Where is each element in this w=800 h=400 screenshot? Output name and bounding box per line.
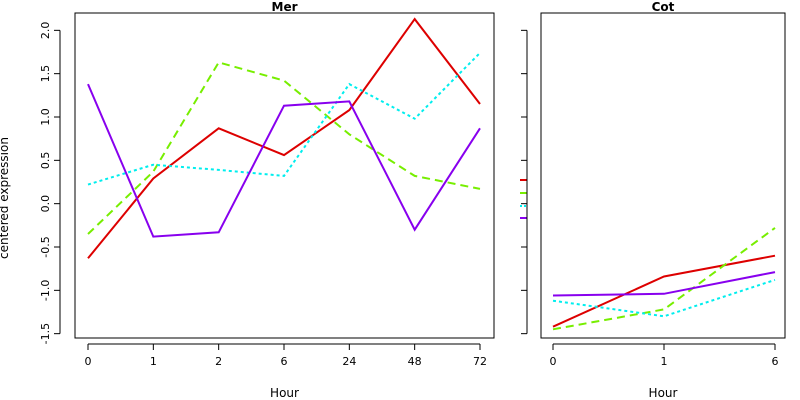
mer-series-line-2 [87, 61, 481, 235]
mer-x-axis-title: Hour [270, 386, 299, 400]
mer-panel: Mer Hour centered expression 0 1 2 6 24 48 72 … [0, 0, 495, 400]
mer-y-ticks: -1.5 -1.0 -0.5 0.0 0.5 1.0 1.5 2.0 [39, 22, 61, 344]
mer-x-tick-label: 24 [342, 355, 356, 368]
cot-series-line-1 [552, 254, 776, 328]
cot-x-tick-label: 0 [550, 355, 557, 368]
y-tick-label: -0.5 [39, 236, 52, 257]
y-tick-label: 1.5 [39, 65, 52, 83]
mer-x-tick-label: 2 [215, 355, 222, 368]
cot-x-tick-label: 6 [772, 355, 779, 368]
mer-plot-frame [74, 12, 495, 339]
y-tick-label: 0.5 [39, 152, 52, 170]
y-axis-title: centered expression [0, 137, 11, 259]
mer-x-ticks: 0 1 2 6 24 48 72 [85, 343, 487, 368]
cot-x-ticks: 0 1 6 [550, 343, 779, 368]
mer-x-tick-label: 72 [473, 355, 487, 368]
cot-panel-title: Cot [652, 0, 675, 14]
y-tick-label: 2.0 [39, 22, 52, 40]
mer-x-tick-label: 48 [408, 355, 422, 368]
cot-x-axis-title: Hour [649, 386, 678, 400]
cot-plot-frame [540, 12, 786, 339]
y-tick-label: 0.0 [39, 195, 52, 213]
mer-series-line-1 [87, 17, 481, 259]
cot-panel: Cot Hour 0 1 6 [521, 0, 786, 400]
cot-series-line-3 [552, 278, 776, 318]
y-tick-label: -1.0 [39, 280, 52, 301]
mer-x-tick-label: 6 [281, 355, 288, 368]
mer-panel-title: Mer [272, 0, 298, 14]
cot-series-lines [552, 227, 776, 331]
cot-series-line-4 [552, 271, 776, 297]
mer-series-line-3 [87, 52, 481, 186]
mer-series-line-4 [87, 83, 481, 238]
y-tick-label: 1.0 [39, 108, 52, 126]
cot-x-tick-label: 1 [661, 355, 668, 368]
mer-x-tick-label: 1 [150, 355, 157, 368]
legend-swatches [520, 179, 527, 219]
cot-y-ticks [521, 29, 528, 335]
y-tick-label: -1.5 [39, 323, 52, 344]
mer-x-tick-label: 0 [85, 355, 92, 368]
mer-series-lines [87, 17, 481, 259]
